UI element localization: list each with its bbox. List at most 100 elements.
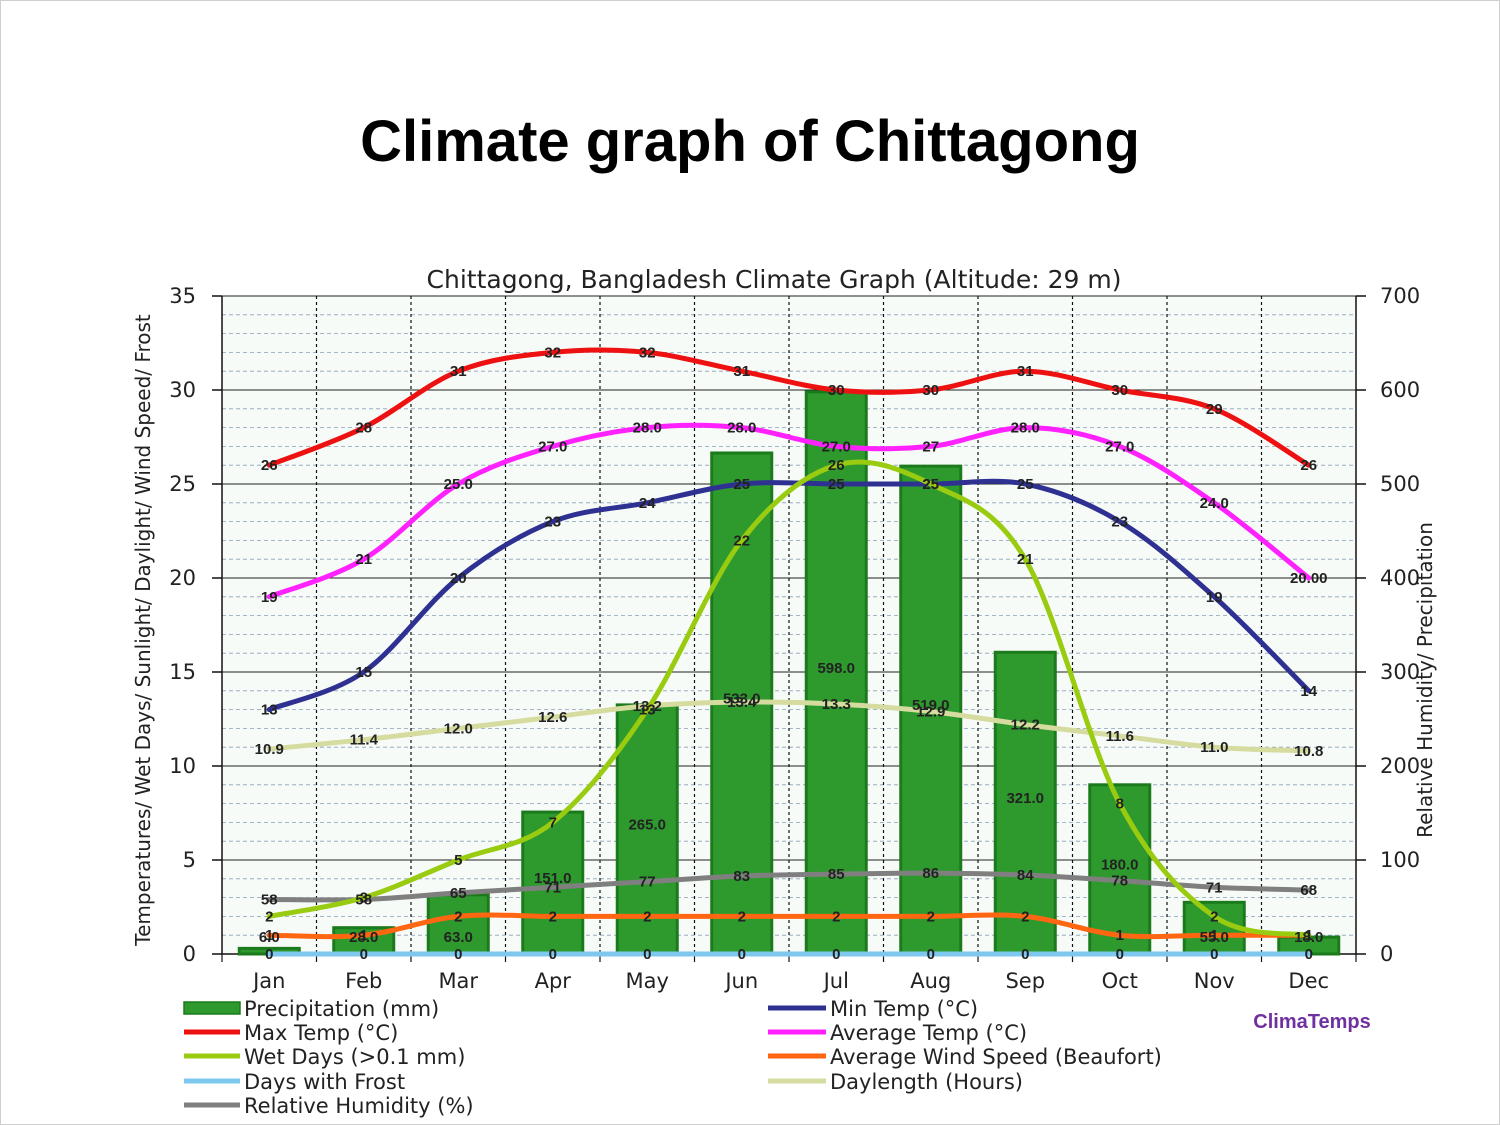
- series-line-max-temp-c: [266, 347, 1312, 468]
- data-label: 27.0: [1105, 438, 1134, 455]
- data-label: 21: [355, 551, 372, 568]
- data-label: 13: [261, 702, 278, 719]
- legend-label: Average Wind Speed (Beaufort): [830, 1045, 1162, 1069]
- data-label: 1: [1305, 927, 1313, 944]
- data-label: 25: [1017, 476, 1034, 493]
- data-label: 15: [355, 664, 372, 681]
- legend-label: Average Temp (°C): [830, 1021, 1027, 1045]
- data-label: 77: [639, 874, 656, 891]
- data-label: 1: [360, 927, 368, 944]
- series-line-relative-humidity: [266, 870, 1312, 903]
- data-label: 1: [1210, 927, 1218, 944]
- left-tick-label: 35: [169, 284, 196, 308]
- right-tick-label: 700: [1380, 284, 1420, 308]
- left-tick-label: 20: [169, 566, 196, 590]
- data-label: 11.4: [350, 732, 379, 749]
- series-line-average-temp-c: [266, 422, 1312, 600]
- left-tick-label: 30: [169, 378, 196, 402]
- data-label: 5: [454, 852, 462, 869]
- data-label: 71: [1206, 879, 1223, 896]
- right-tick-label: 0: [1380, 942, 1393, 966]
- data-label: 0: [1116, 946, 1124, 963]
- legend-label: Days with Frost: [244, 1070, 405, 1094]
- data-label: 13: [639, 702, 656, 719]
- data-label: 78: [1111, 873, 1128, 890]
- data-label: 0: [927, 946, 935, 963]
- precipitation-label: 519.0: [912, 697, 950, 714]
- data-label: 21: [1017, 551, 1034, 568]
- left-tick-label: 10: [169, 754, 196, 778]
- data-label: 10.8: [1294, 743, 1323, 760]
- data-label: 2: [549, 908, 557, 925]
- data-label: 30: [828, 382, 845, 399]
- right-axis-title: Relative Humidity/ Precipitation: [1413, 522, 1437, 838]
- data-label: 23: [1111, 514, 1128, 531]
- right-tick-label: 500: [1380, 472, 1420, 496]
- legend-label: Daylength (Hours): [830, 1070, 1023, 1094]
- right-tick-label: 400: [1380, 566, 1420, 590]
- x-tick-label: Jul: [822, 969, 849, 993]
- data-label: 30: [922, 382, 939, 399]
- precipitation-label: 55.0: [1200, 929, 1229, 946]
- precipitation-bar: [1088, 783, 1152, 956]
- data-label: 2: [454, 908, 462, 925]
- data-label: 25: [828, 476, 845, 493]
- legend-label: Relative Humidity (%): [244, 1094, 474, 1118]
- precipitation-label: 28.0: [349, 929, 378, 946]
- data-label: 86: [922, 865, 939, 882]
- x-tick-label: Dec: [1288, 969, 1329, 993]
- data-label: 1: [265, 927, 273, 944]
- data-label: 19: [261, 589, 278, 606]
- data-label: 0: [643, 946, 651, 963]
- data-label: 65: [450, 885, 467, 902]
- data-label: 22: [733, 532, 750, 549]
- data-label: 25: [733, 476, 750, 493]
- data-label: 27.0: [538, 438, 567, 455]
- data-label: 28.0: [633, 420, 662, 437]
- x-tick-label: Sep: [1005, 969, 1045, 993]
- x-tick-label: Jun: [723, 969, 758, 993]
- data-label: 58: [261, 891, 278, 908]
- data-label: 25.0: [444, 476, 473, 493]
- series-line-average-wind-speed-beaufort: [266, 912, 1312, 940]
- left-axis-title: Temperatures/ Wet Days/ Sunlight/ Daylig…: [131, 314, 155, 947]
- data-label: 26: [828, 457, 845, 474]
- data-label: 8: [1116, 796, 1124, 813]
- left-tick-label: 25: [169, 472, 196, 496]
- x-tick-label: Oct: [1102, 969, 1138, 993]
- data-label: 0: [549, 946, 557, 963]
- data-label: 12.2: [1011, 717, 1040, 734]
- data-label: 32: [639, 344, 656, 361]
- data-label: 28: [355, 420, 372, 437]
- data-label: 32: [544, 344, 561, 361]
- climatemps-logo: ClimaTemps: [1253, 1011, 1370, 1033]
- data-label: 25: [922, 476, 939, 493]
- series-line-daylength-hours: [266, 699, 1312, 754]
- left-tick-label: 0: [183, 942, 196, 966]
- series-line-wet-days-mm: [266, 459, 1312, 938]
- x-tick-label: Feb: [345, 969, 382, 993]
- data-label: 31: [1017, 363, 1034, 380]
- data-label: 31: [733, 363, 750, 380]
- precipitation-label: 533.0: [723, 690, 761, 707]
- right-tick-label: 300: [1380, 660, 1420, 684]
- data-label: 26: [261, 457, 278, 474]
- data-label: 13.3: [822, 696, 851, 713]
- data-label: 28.0: [727, 420, 756, 437]
- data-label: 85: [828, 866, 845, 883]
- vertical-gridlines: [315, 296, 1263, 954]
- data-label: 0: [1305, 946, 1313, 963]
- data-label: 20: [450, 570, 467, 587]
- data-label: 24.0: [1200, 495, 1229, 512]
- x-tick-label: Apr: [535, 969, 572, 993]
- data-label: 24: [639, 495, 656, 512]
- precipitation-label: 6.0: [259, 929, 280, 946]
- data-label: 11.0: [1200, 739, 1228, 756]
- data-label: 0: [265, 946, 273, 963]
- chart-title: Chittagong, Bangladesh Climate Graph (Al…: [427, 265, 1122, 294]
- data-label: 12.0: [444, 720, 473, 737]
- data-label: 29: [1206, 401, 1223, 418]
- x-tick-label: Mar: [438, 969, 478, 993]
- data-label: 58: [355, 891, 372, 908]
